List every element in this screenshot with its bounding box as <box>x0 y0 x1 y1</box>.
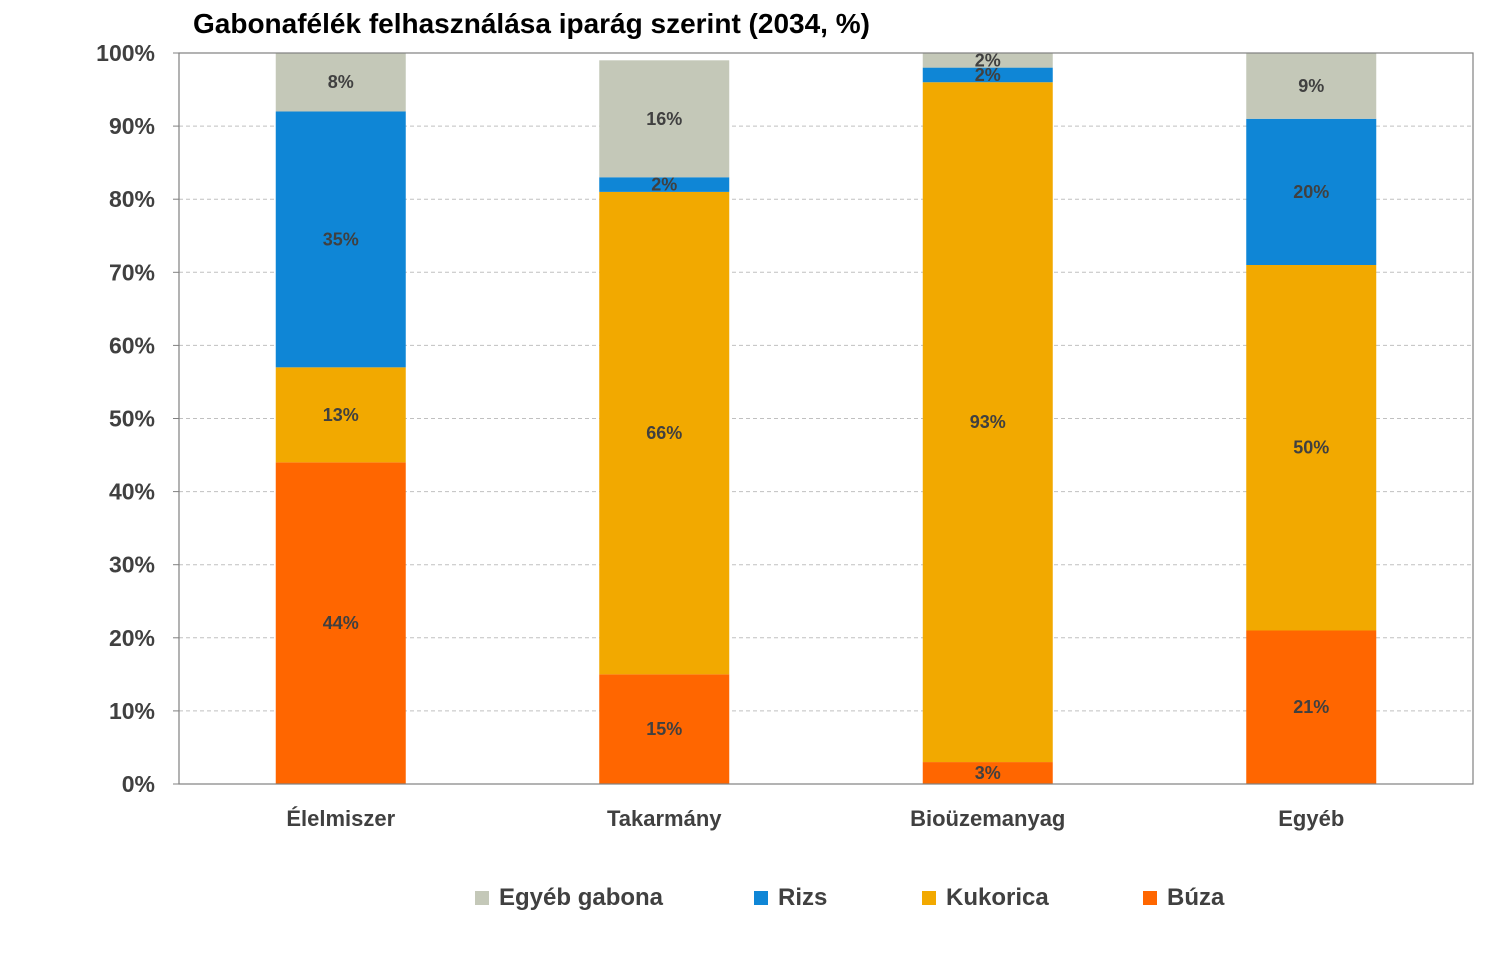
x-tick-label: Bioüzemanyag <box>910 806 1065 831</box>
legend-item: Búza <box>1143 882 1224 914</box>
y-tick-label: 70% <box>109 259 155 285</box>
data-label: 44% <box>323 613 359 633</box>
bar-segment <box>275 111 406 368</box>
legend-item: Kukorica <box>922 882 1049 914</box>
data-label: 66% <box>646 423 682 443</box>
legend-item: Rizs <box>754 882 827 914</box>
data-label: 2% <box>975 65 1001 85</box>
data-label: 35% <box>323 229 359 249</box>
legend-swatch <box>754 891 768 905</box>
bar-segment <box>275 53 406 112</box>
bar-segment <box>599 674 730 784</box>
data-label: 2% <box>651 175 677 195</box>
y-tick-label: 40% <box>109 479 155 505</box>
data-label: 50% <box>1293 438 1329 458</box>
y-tick-label: 80% <box>109 186 155 212</box>
y-tick-label: 90% <box>109 113 155 139</box>
bar-segment <box>922 67 1053 83</box>
legend-label: Kukorica <box>946 884 1049 911</box>
y-tick-label: 60% <box>109 332 155 358</box>
data-label: 2% <box>975 50 1001 70</box>
bar-segment <box>599 60 730 178</box>
bar-segment <box>922 82 1053 763</box>
data-label: 3% <box>975 763 1001 783</box>
y-tick-label: 50% <box>109 406 155 432</box>
x-tick-label: Egyéb <box>1278 806 1344 831</box>
bar-segment <box>599 177 730 192</box>
legend-item: Egyéb gabona <box>475 882 663 914</box>
bar-segment <box>922 53 1053 68</box>
legend-label: Búza <box>1167 884 1225 911</box>
bars <box>275 53 1377 784</box>
chart-title: Gabonafélék felhasználása iparág szerint… <box>193 8 870 39</box>
legend-label: Egyéb gabona <box>499 884 664 911</box>
legend-swatch <box>1143 891 1157 905</box>
x-tick-label: Takarmány <box>607 806 722 831</box>
legend-swatch <box>922 891 936 905</box>
legend: Egyéb gabona Rizs Kukorica Búza <box>0 882 1488 914</box>
bar-segment <box>1246 264 1377 631</box>
data-label: 9% <box>1298 76 1324 96</box>
bar-segment <box>275 367 406 463</box>
data-label: 13% <box>323 405 359 425</box>
legend-label: Rizs <box>778 884 828 911</box>
legend-swatch <box>475 891 489 905</box>
data-labels: 44%13%35%8%15%66%2%16%3%93%2%2%21%50%20%… <box>323 50 1330 783</box>
data-label: 8% <box>328 72 354 92</box>
y-tick-label: 20% <box>109 625 155 651</box>
data-label: 16% <box>646 109 682 129</box>
axes: 0% 10% 20% 30% 40% 50% 60% 70% 80% 90% 100% Élelmis… <box>96 40 1474 831</box>
bar-segment <box>275 462 406 784</box>
bar-segment <box>1246 118 1377 265</box>
y-tick-label: 30% <box>109 552 155 578</box>
bar-segment <box>1246 53 1377 119</box>
x-tick-label: Élelmiszer <box>286 806 395 831</box>
plot-area-border <box>178 52 1474 785</box>
y-tick-label: 0% <box>122 771 155 797</box>
data-label: 15% <box>646 719 682 739</box>
y-tick-label: 100% <box>96 40 155 66</box>
data-label: 21% <box>1293 697 1329 717</box>
bar-segment <box>1246 630 1377 784</box>
data-label: 93% <box>970 412 1006 432</box>
data-label: 20% <box>1293 182 1329 202</box>
y-tick-label: 10% <box>109 698 155 724</box>
bar-segment <box>599 191 730 675</box>
bar-segment <box>922 762 1053 784</box>
